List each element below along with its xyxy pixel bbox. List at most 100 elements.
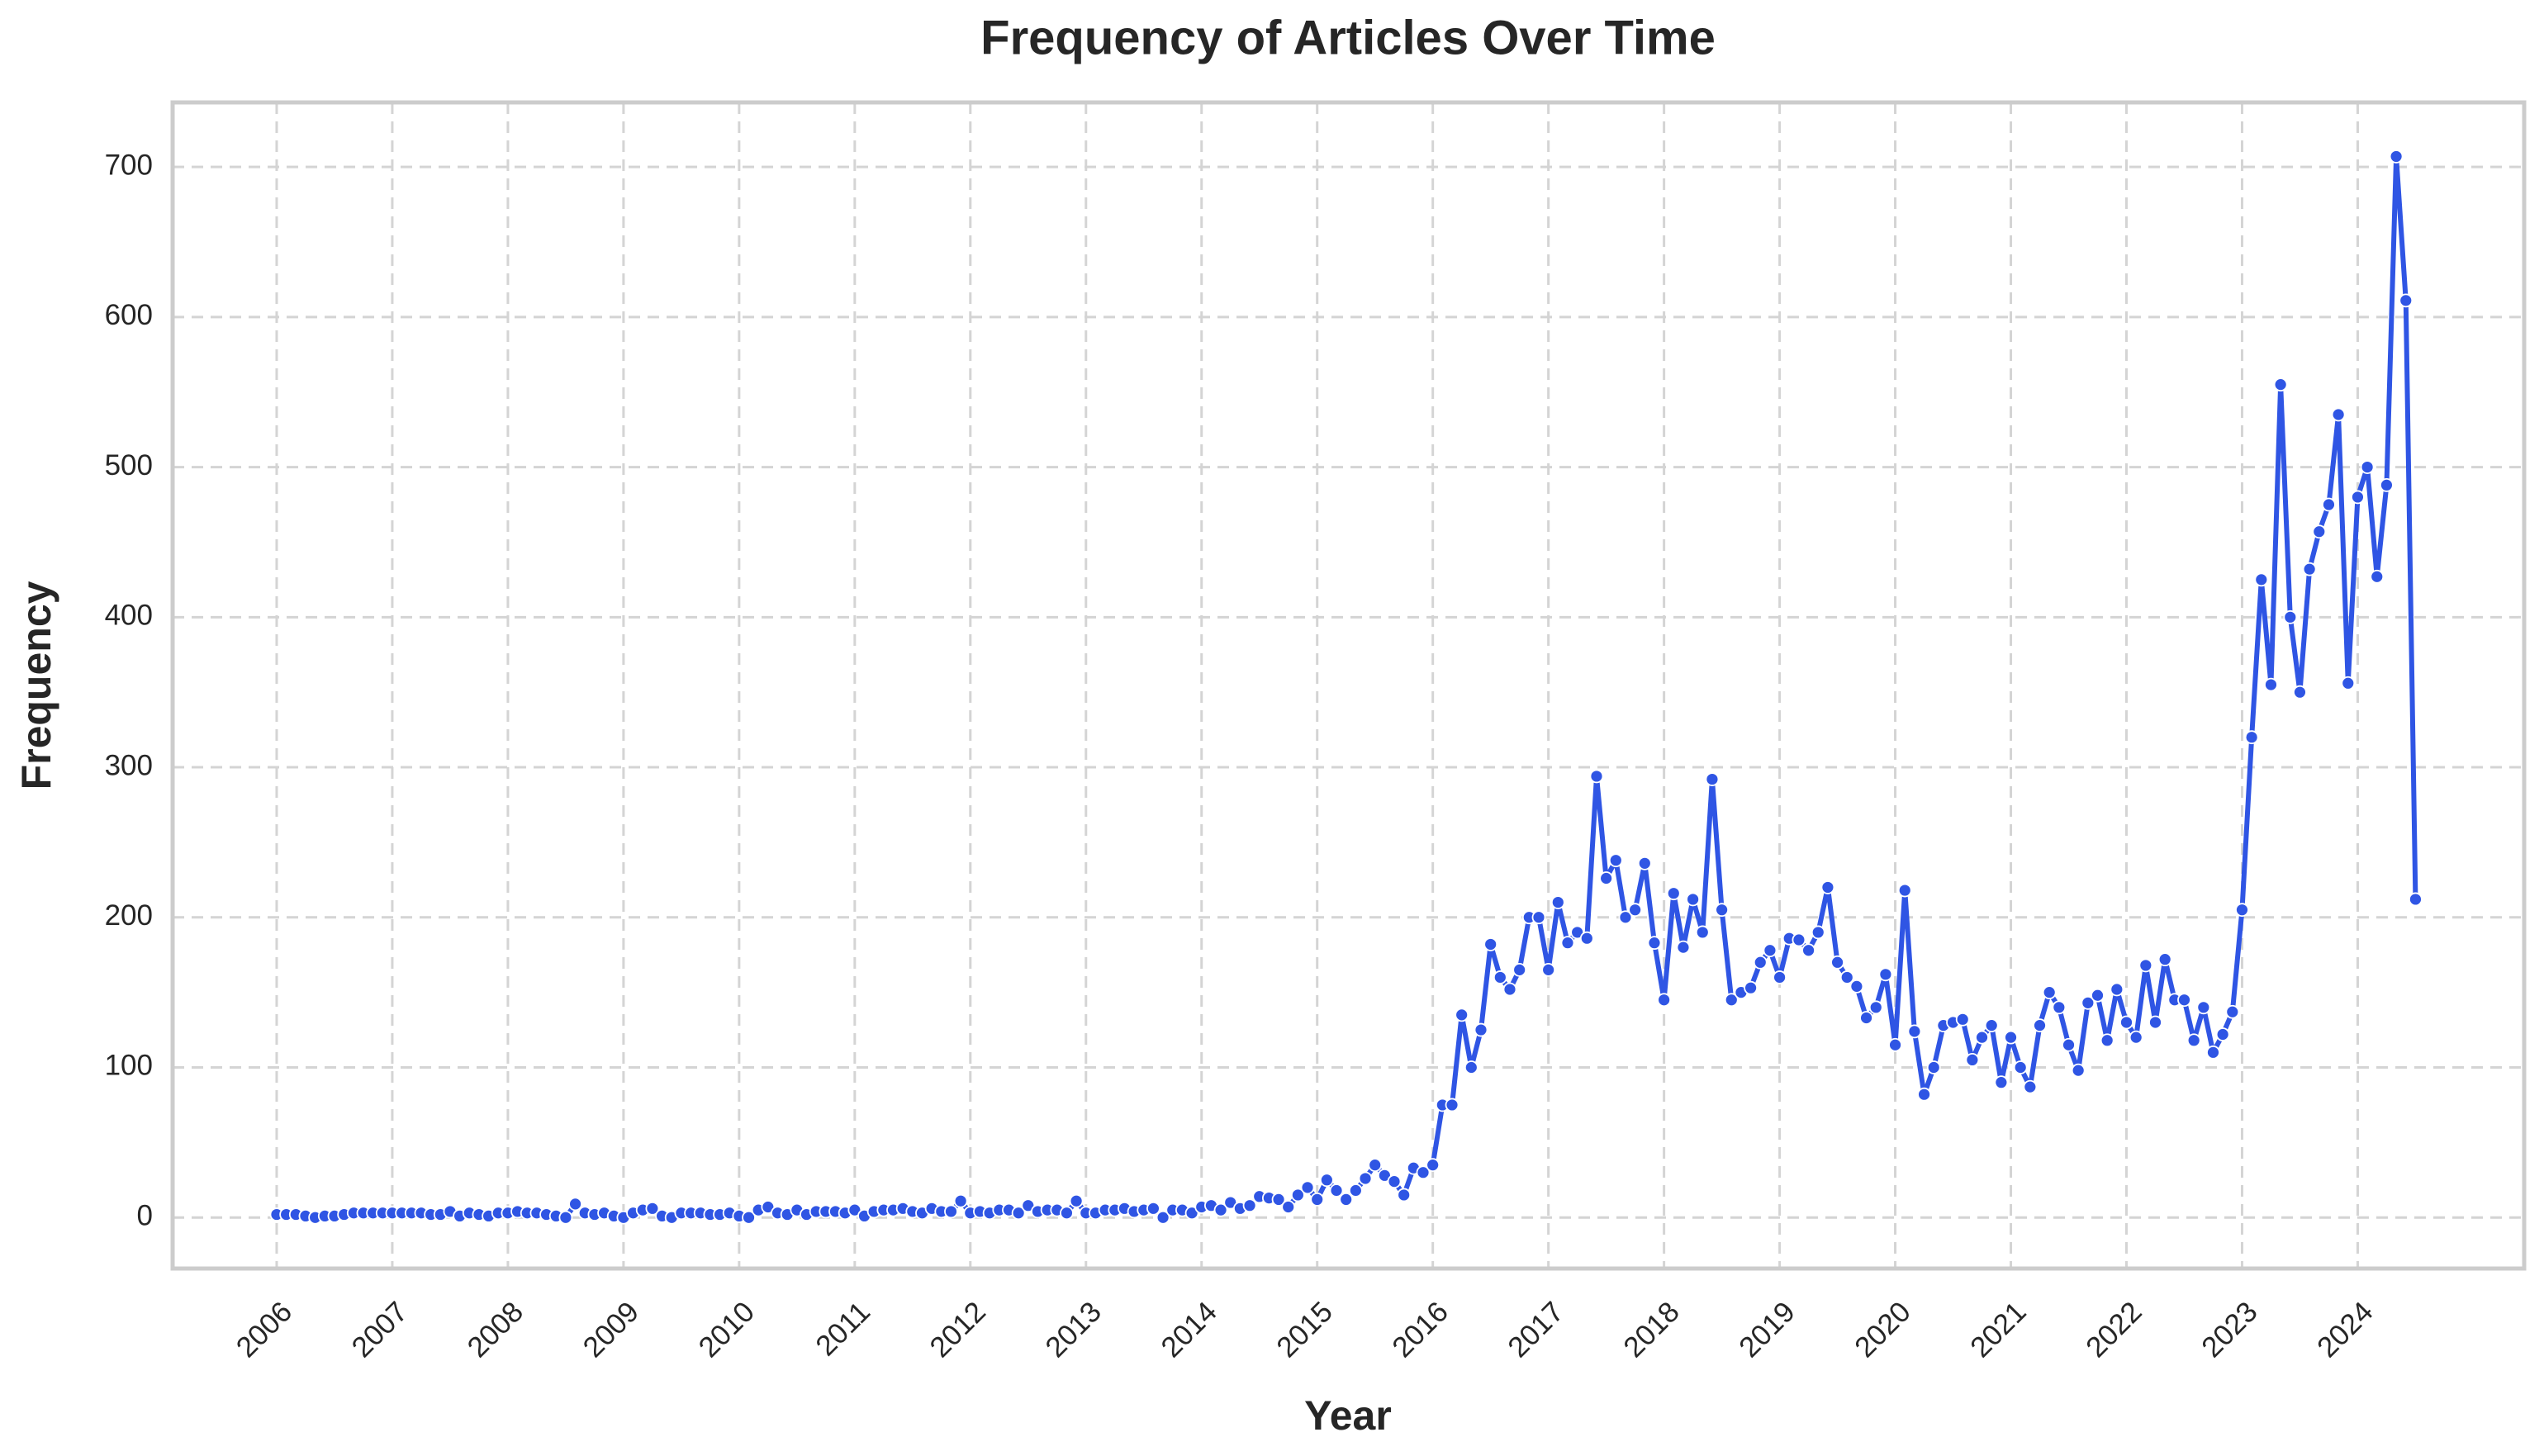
x-tick-label: 2011 bbox=[809, 1296, 876, 1363]
data-point bbox=[2186, 1033, 2201, 1048]
x-tick-label: 2009 bbox=[577, 1296, 645, 1364]
data-point bbox=[1300, 1180, 1315, 1195]
data-point bbox=[2052, 1000, 2067, 1015]
data-point bbox=[1878, 967, 1893, 982]
data-point bbox=[1416, 1165, 1431, 1180]
data-point bbox=[2138, 958, 2153, 973]
data-point bbox=[1368, 1158, 1383, 1173]
data-point bbox=[2264, 677, 2278, 692]
data-point bbox=[1387, 1174, 1402, 1188]
data-point bbox=[1474, 1022, 1488, 1037]
data-point bbox=[1849, 979, 1864, 994]
data-point bbox=[2023, 1079, 2038, 1094]
data-point bbox=[2302, 562, 2317, 576]
y-tick-label: 600 bbox=[105, 299, 153, 331]
data-point bbox=[2380, 477, 2394, 492]
data-point bbox=[1512, 962, 1527, 977]
data-point bbox=[1724, 993, 1739, 1008]
data-point bbox=[1493, 970, 1507, 984]
data-point bbox=[558, 1210, 573, 1225]
data-point bbox=[1715, 903, 1730, 918]
data-point bbox=[2254, 572, 2269, 587]
y-tick-label: 0 bbox=[137, 1199, 153, 1231]
y-tick-label: 300 bbox=[105, 749, 153, 781]
data-point bbox=[1550, 895, 1565, 909]
data-point bbox=[1319, 1173, 1334, 1188]
y-tick-label: 500 bbox=[105, 449, 153, 481]
data-point bbox=[2129, 1030, 2143, 1045]
data-point bbox=[2091, 988, 2105, 1003]
data-point bbox=[1310, 1193, 1325, 1207]
data-point bbox=[2081, 995, 2095, 1010]
data-point bbox=[2013, 1060, 2028, 1074]
x-tick-label: 2007 bbox=[345, 1296, 414, 1364]
data-point bbox=[1608, 853, 1623, 868]
data-point bbox=[1868, 1000, 1883, 1015]
data-point bbox=[1965, 1053, 1980, 1067]
data-point bbox=[1445, 1098, 1459, 1112]
data-point bbox=[1348, 1183, 1363, 1198]
data-point bbox=[1763, 943, 1777, 958]
x-axis-label: Year bbox=[1304, 1392, 1392, 1439]
x-tick-label: 2014 bbox=[1155, 1296, 1223, 1364]
data-point bbox=[1984, 1018, 1999, 1033]
y-tick-label: 400 bbox=[105, 600, 153, 632]
x-tick-label: 2017 bbox=[1502, 1296, 1570, 1364]
data-point bbox=[2283, 609, 2298, 624]
data-point bbox=[944, 1204, 958, 1219]
x-tick-label: 2016 bbox=[1386, 1296, 1455, 1364]
data-point bbox=[2360, 460, 2375, 474]
data-point bbox=[2196, 1000, 2211, 1015]
data-point bbox=[568, 1197, 582, 1212]
data-point bbox=[1146, 1201, 1160, 1216]
data-point bbox=[2235, 903, 2249, 918]
data-point bbox=[1705, 772, 1720, 786]
data-point bbox=[1281, 1200, 1296, 1214]
x-tick-label: 2015 bbox=[1270, 1296, 1339, 1364]
data-point bbox=[1560, 936, 1575, 951]
data-point bbox=[1213, 1202, 1228, 1217]
data-point bbox=[2004, 1030, 2018, 1045]
data-point bbox=[1637, 856, 1652, 870]
data-point bbox=[2351, 490, 2365, 505]
data-point bbox=[1753, 955, 1768, 970]
data-point bbox=[2071, 1063, 2086, 1078]
data-point bbox=[1599, 871, 1614, 885]
data-point bbox=[2062, 1037, 2076, 1052]
data-point bbox=[1926, 1060, 1941, 1074]
x-tick-label: 2010 bbox=[692, 1296, 761, 1364]
data-point bbox=[2293, 685, 2307, 700]
data-line bbox=[276, 154, 2418, 1221]
data-point bbox=[2331, 407, 2346, 422]
data-point bbox=[1657, 993, 1672, 1008]
data-point bbox=[1541, 962, 1556, 977]
data-point bbox=[1744, 980, 1758, 995]
plot-frame bbox=[170, 100, 2527, 1271]
data-point bbox=[1811, 925, 1825, 940]
data-point bbox=[2225, 1004, 2240, 1019]
data-point bbox=[2177, 993, 2191, 1008]
data-point bbox=[1156, 1210, 1170, 1225]
data-point bbox=[1628, 903, 1643, 918]
data-point bbox=[2409, 892, 2423, 907]
data-point bbox=[2370, 569, 2385, 584]
data-point bbox=[1820, 880, 1835, 894]
data-point bbox=[1773, 970, 1787, 984]
data-point bbox=[2215, 1027, 2230, 1041]
data-point bbox=[1531, 910, 1546, 925]
x-tick-label: 2006 bbox=[230, 1296, 299, 1364]
data-point bbox=[1695, 925, 1710, 940]
data-point bbox=[953, 1193, 968, 1208]
data-point bbox=[1069, 1193, 1084, 1208]
data-point bbox=[742, 1210, 756, 1225]
data-point bbox=[1907, 1024, 1922, 1039]
data-point bbox=[1792, 932, 1806, 947]
data-point bbox=[2322, 497, 2336, 512]
data-point bbox=[1242, 1198, 1257, 1213]
data-point bbox=[1579, 931, 1594, 946]
data-point bbox=[1329, 1183, 1344, 1198]
data-point bbox=[1589, 769, 1604, 784]
x-tick-label: 2019 bbox=[1733, 1296, 1801, 1364]
data-point bbox=[2244, 730, 2259, 745]
